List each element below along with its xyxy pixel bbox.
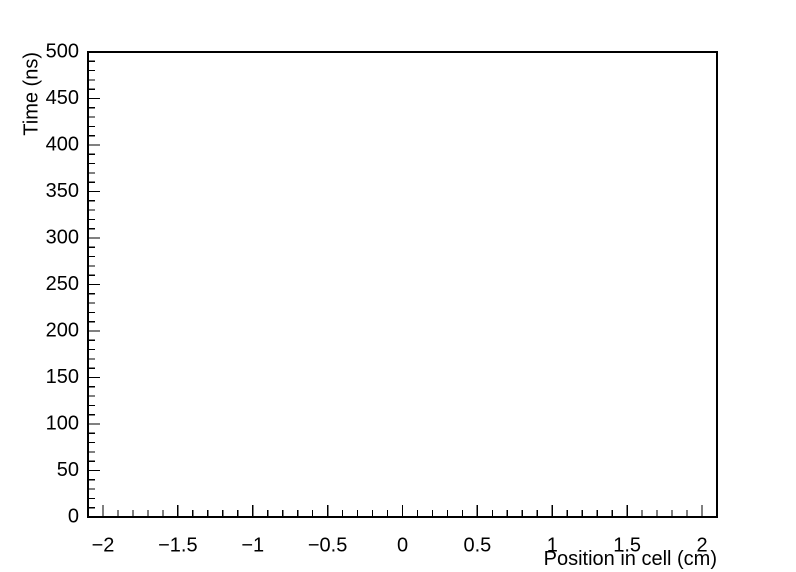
x-tick-label: 0.5 xyxy=(463,535,491,557)
y-tick-label: 250 xyxy=(46,273,79,295)
y-tick-label: 450 xyxy=(46,87,79,109)
x-tick-label: 1.5 xyxy=(613,535,641,557)
y-axis-ticks xyxy=(88,51,100,518)
y-tick-label: 100 xyxy=(46,412,79,434)
y-tick-label: 150 xyxy=(46,366,79,388)
x-tick-label: 1 xyxy=(547,535,558,557)
y-axis-title: Time (ns) xyxy=(21,52,43,136)
x-axis-ticks xyxy=(87,505,718,517)
x-tick-label: 2 xyxy=(696,535,707,557)
x-tick-label: −1 xyxy=(241,535,264,557)
x-tick-label: −1.5 xyxy=(158,535,197,557)
plot-frame-border xyxy=(87,51,718,518)
x-tick-label: −0.5 xyxy=(308,535,347,557)
x-tick-label: 0 xyxy=(397,535,408,557)
y-tick-label: 300 xyxy=(46,226,79,248)
x-axis-tick-labels: −2 −1.5 −1 −0.5 0 0.5 1 1.5 2 xyxy=(92,535,708,557)
y-tick-label: 0 xyxy=(68,505,79,527)
y-tick-label: 50 xyxy=(57,459,79,481)
x-tick-label: −2 xyxy=(92,535,115,557)
y-tick-label: 500 xyxy=(46,40,79,62)
y-tick-label: 200 xyxy=(46,319,79,341)
y-tick-label: 350 xyxy=(46,180,79,202)
y-tick-label: 400 xyxy=(46,133,79,155)
y-axis-tick-labels: 0 50 100 150 200 250 300 350 400 450 500 xyxy=(46,40,79,527)
x-axis-title: Position in cell (cm) xyxy=(544,548,717,570)
